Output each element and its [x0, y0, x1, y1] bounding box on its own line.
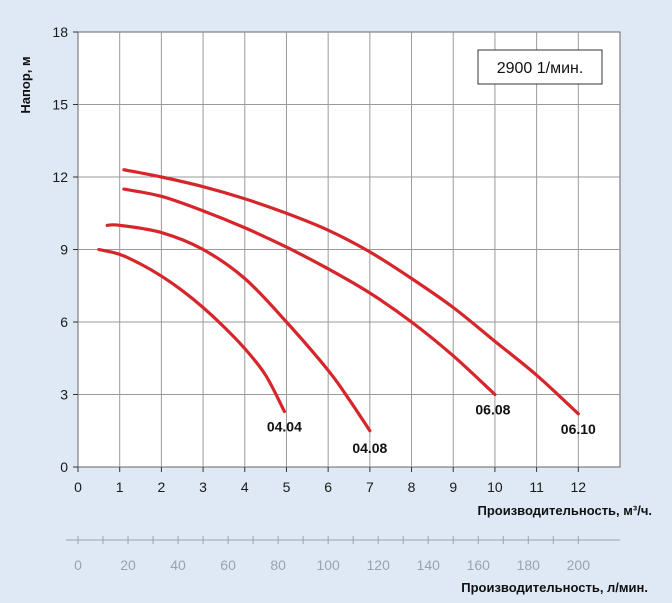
x-tick-label: 11 — [529, 479, 544, 495]
y-tick-label: 18 — [52, 24, 68, 40]
x-tick-label: 10 — [487, 479, 503, 495]
x2-tick-label: 60 — [220, 557, 236, 573]
x2-tick-label: 0 — [74, 557, 82, 573]
x2-tick-label: 200 — [567, 557, 591, 573]
x-tick-label: 9 — [449, 479, 457, 495]
x2-tick-label: 100 — [316, 557, 340, 573]
y-tick-label: 3 — [60, 387, 68, 403]
y-axis-title: Напор, м — [18, 56, 33, 113]
curve-label: 04.08 — [352, 440, 387, 456]
speed-legend: 2900 1/мин. — [477, 49, 603, 85]
y-tick-label: 15 — [52, 97, 68, 113]
curve-04.04 — [97, 247, 286, 414]
curve-04.08 — [105, 223, 372, 433]
x-tick-label: 2 — [157, 479, 165, 495]
x2-tick-label: 180 — [517, 557, 541, 573]
grid — [78, 32, 620, 467]
x-tick-label: 4 — [241, 479, 249, 495]
speed-legend-box — [477, 49, 603, 85]
x-tick-label: 12 — [571, 479, 587, 495]
y-tick-label: 12 — [52, 169, 68, 185]
secondary-axis: 0 20 40 60 80 100 120 140 160 180 200 — [66, 536, 620, 573]
y-tick-label: 0 — [60, 459, 68, 475]
x2-tick-label: 80 — [270, 557, 286, 573]
speed-label: 2900 1/мин. — [497, 60, 584, 77]
curve-06.10 — [122, 168, 580, 416]
x-tick-label: 5 — [283, 479, 291, 495]
y-tick-label: 6 — [60, 314, 68, 330]
x2-tick-label: 140 — [417, 557, 441, 573]
x2-tick-label: 160 — [467, 557, 491, 573]
x2-tick-label: 20 — [120, 557, 136, 573]
x-tick-label: 1 — [116, 479, 124, 495]
curves: 04.04 04.08 06.08 06.10 — [97, 168, 596, 456]
x-tick-label: 7 — [366, 479, 374, 495]
x2-tick-label: 120 — [367, 557, 391, 573]
x-tick-label: 8 — [408, 479, 416, 495]
curve-label: 06.10 — [561, 421, 596, 437]
x-axis-title: Производительность, м³/ч. — [477, 503, 652, 518]
x-tick-label: 6 — [324, 479, 332, 495]
y-tick-label: 9 — [60, 242, 68, 258]
curve-label: 04.04 — [267, 418, 302, 434]
x2-axis-title: Производительность, л/мин. — [461, 580, 648, 595]
curve-06.08 — [122, 187, 497, 397]
x-tick-label: 0 — [74, 479, 82, 495]
x2-tick-label: 40 — [170, 557, 186, 573]
curve-label: 06.08 — [475, 402, 510, 418]
x-tick-label: 3 — [199, 479, 207, 495]
